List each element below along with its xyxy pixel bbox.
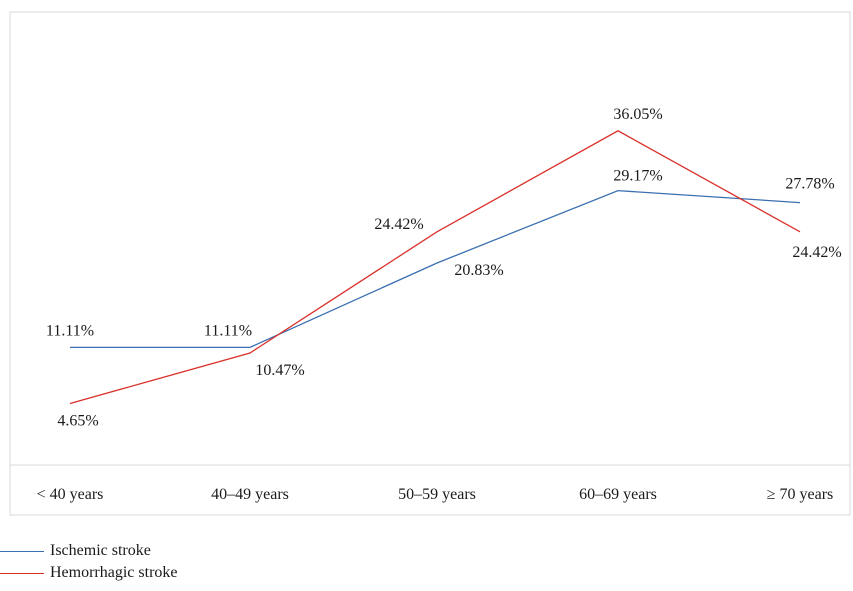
data-label: 29.17% [613,168,662,185]
legend-swatch-ischemic [0,550,44,552]
legend-label-hemorrhagic: Hemorrhagic stroke [50,564,178,581]
series-line-hemorrhagic [69,130,801,405]
x-tick-label: < 40 years [37,486,104,503]
x-tick-label: ≥ 70 years [767,486,834,503]
legend-label-ischemic: Ischemic stroke [50,542,151,559]
data-label: 24.42% [792,244,841,261]
x-tick-label: 60–69 years [579,486,657,503]
legend-item-hemorrhagic: Hemorrhagic stroke [0,562,178,584]
data-label: 20.83% [454,262,503,279]
x-tick-label: 50–59 years [398,486,476,503]
data-label: 24.42% [374,216,423,233]
legend: Ischemic stroke Hemorrhagic stroke [0,540,178,584]
legend-item-ischemic: Ischemic stroke [0,540,178,562]
line-chart: 11.11% 11.11% 20.83% 29.17% 27.78% 4.65% 10.47… [9,11,851,516]
data-label: 36.05% [613,106,662,123]
legend-swatch-hemorrhagic [0,572,44,574]
data-label: 11.11% [204,322,252,339]
data-label: 11.11% [46,322,94,339]
x-tick-label: 40–49 years [211,486,289,503]
data-label: 27.78% [785,176,834,193]
series-line-ischemic [70,189,801,349]
data-label: 4.65% [57,413,98,430]
data-label: 10.47% [255,362,304,379]
plot-frame [9,11,851,516]
